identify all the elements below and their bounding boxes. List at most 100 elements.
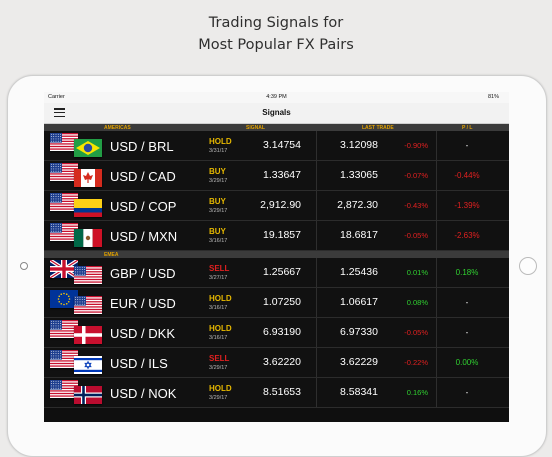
- column-divider: [316, 378, 317, 407]
- column-divider: [436, 288, 437, 317]
- price-change: -0.90%: [404, 141, 428, 150]
- us-flag-icon: [50, 223, 78, 241]
- signal-date: 3/16/17: [209, 238, 228, 244]
- signal-row[interactable]: USD / COP BUY 3/29/17 2,912.90 2,872.30 …: [44, 191, 509, 221]
- profit-loss: 0.00%: [455, 358, 479, 367]
- signal-date: 3/16/17: [209, 335, 228, 341]
- profit-loss: -: [465, 328, 469, 337]
- profit-loss: -2.63%: [454, 231, 480, 240]
- price-change: 0.08%: [406, 298, 428, 307]
- currency-pair: GBP / USD: [110, 266, 176, 281]
- last-trade-price: 1.06617: [340, 296, 378, 308]
- column-divider: [316, 348, 317, 377]
- currency-pair: USD / COP: [110, 199, 177, 214]
- column-divider: [316, 258, 317, 287]
- section-name: AMERICAS: [104, 125, 131, 131]
- signal-action: HOLD: [209, 137, 232, 146]
- currency-pair: USD / CAD: [110, 169, 176, 184]
- page-title: Signals: [262, 108, 291, 117]
- us-flag-icon: [50, 163, 78, 181]
- us-flag-icon: [74, 296, 102, 314]
- column-divider: [316, 318, 317, 347]
- column-divider: [436, 221, 437, 250]
- signal-row[interactable]: USD / DKK HOLD 3/16/17 6.93190 6.97330 -…: [44, 318, 509, 348]
- price-change: -0.05%: [404, 231, 428, 240]
- battery-label: 81%: [487, 94, 499, 100]
- signal-price: 19.1857: [263, 229, 301, 241]
- signal-date: 3/29/17: [209, 178, 228, 184]
- price-change: -0.07%: [404, 171, 428, 180]
- us-flag-icon: [50, 350, 78, 368]
- signal-row[interactable]: USD / ILS SELL 3/29/17 3.62220 3.62229 -…: [44, 348, 509, 378]
- signal-action: SELL: [209, 264, 230, 273]
- section-header: AMERICAS SIGNAL LAST TRADE P / L: [44, 124, 509, 131]
- app-screen: Carrier 4:39 PM 81% Signals AMERICAS SIGN…: [44, 92, 509, 422]
- signal-row[interactable]: USD / MXN BUY 3/16/17 19.1857 18.6817 -0…: [44, 221, 509, 251]
- signal-date: 3/31/17: [209, 148, 228, 154]
- signal-row[interactable]: USD / NOK HOLD 3/29/17 8.51653 8.58341 0…: [44, 378, 509, 408]
- profit-loss: -: [465, 298, 469, 307]
- signal-action: BUY: [209, 167, 226, 176]
- eu-flag-icon: [50, 290, 78, 308]
- currency-pair: EUR / USD: [110, 296, 176, 311]
- headline-line1: Trading Signals for: [208, 15, 344, 31]
- ca-flag-icon: [74, 169, 102, 187]
- nav-bar: Signals: [44, 103, 509, 124]
- signal-action: HOLD: [209, 294, 232, 303]
- column-divider: [316, 131, 317, 160]
- signal-action: BUY: [209, 197, 226, 206]
- us-flag-icon: [50, 380, 78, 398]
- headline-line2: Most Popular FX Pairs: [198, 37, 354, 53]
- signal-row[interactable]: GBP / USD SELL 3/27/17 1.25667 1.25436 0…: [44, 258, 509, 288]
- signal-price: 8.51653: [263, 386, 301, 398]
- signal-row[interactable]: EUR / USD HOLD 3/16/17 1.07250 1.06617 0…: [44, 288, 509, 318]
- last-trade-price: 1.33065: [340, 169, 378, 181]
- profit-loss: 0.18%: [455, 268, 479, 277]
- hamburger-menu-icon[interactable]: [54, 108, 65, 118]
- camera-icon: [20, 262, 28, 270]
- profit-loss: -0.44%: [454, 171, 480, 180]
- column-divider: [436, 348, 437, 377]
- column-divider: [316, 288, 317, 317]
- section-header: EMEA: [44, 251, 509, 258]
- signal-date: 3/16/17: [209, 305, 228, 311]
- signal-row[interactable]: USD / BRL HOLD 3/31/17 3.14754 3.12098 -…: [44, 131, 509, 161]
- column-divider: [316, 221, 317, 250]
- signal-column-header: SIGNAL: [246, 125, 265, 131]
- no-flag-icon: [74, 386, 102, 404]
- signal-date: 3/29/17: [209, 395, 228, 401]
- column-divider: [436, 258, 437, 287]
- signal-price: 1.33647: [263, 169, 301, 181]
- profit-loss: -: [465, 141, 469, 150]
- price-change: -0.22%: [404, 358, 428, 367]
- column-divider: [436, 378, 437, 407]
- currency-pair: USD / MXN: [110, 229, 178, 244]
- signal-date: 3/29/17: [209, 208, 228, 214]
- column-divider: [436, 161, 437, 190]
- last-trade-price: 1.25436: [340, 266, 378, 278]
- us-flag-icon: [50, 133, 78, 151]
- signal-action: HOLD: [209, 384, 232, 393]
- home-button[interactable]: [519, 257, 537, 275]
- price-change: -0.05%: [404, 328, 428, 337]
- last-trade-price: 2,872.30: [337, 199, 378, 211]
- column-divider: [316, 191, 317, 220]
- signal-price: 6.93190: [263, 326, 301, 338]
- us-flag-icon: [74, 266, 102, 284]
- dk-flag-icon: [74, 326, 102, 344]
- last-trade-price: 18.6817: [340, 229, 378, 241]
- signal-date: 3/27/17: [209, 275, 228, 281]
- last-trade-column-header: LAST TRADE: [362, 125, 394, 131]
- carrier-label: Carrier: [48, 94, 65, 100]
- pl-column-header: P / L: [462, 125, 473, 131]
- signal-price: 2,912.90: [260, 199, 301, 211]
- profit-loss: -1.39%: [454, 201, 480, 210]
- currency-pair: USD / BRL: [110, 139, 174, 154]
- currency-pair: USD / ILS: [110, 356, 168, 371]
- status-time: 4:39 PM: [266, 94, 287, 100]
- br-flag-icon: [74, 139, 102, 157]
- last-trade-price: 3.12098: [340, 139, 378, 151]
- signal-row[interactable]: USD / CAD BUY 3/29/17 1.33647 1.33065 -0…: [44, 161, 509, 191]
- section-name: EMEA: [104, 252, 119, 258]
- last-trade-price: 6.97330: [340, 326, 378, 338]
